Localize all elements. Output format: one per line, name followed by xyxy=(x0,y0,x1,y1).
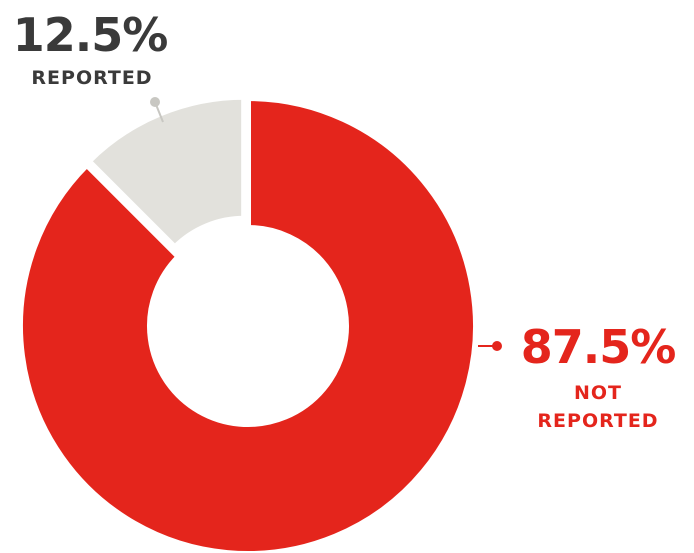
slice xyxy=(84,93,248,252)
category-label: REPORTED xyxy=(31,67,153,89)
slice xyxy=(17,94,479,553)
category-label: NOT REPORTED xyxy=(537,382,659,432)
leader-dot xyxy=(492,341,502,351)
value-label: 87.5% xyxy=(520,320,677,374)
leader-dot xyxy=(150,97,160,107)
value-label: 12.5% xyxy=(12,8,169,62)
